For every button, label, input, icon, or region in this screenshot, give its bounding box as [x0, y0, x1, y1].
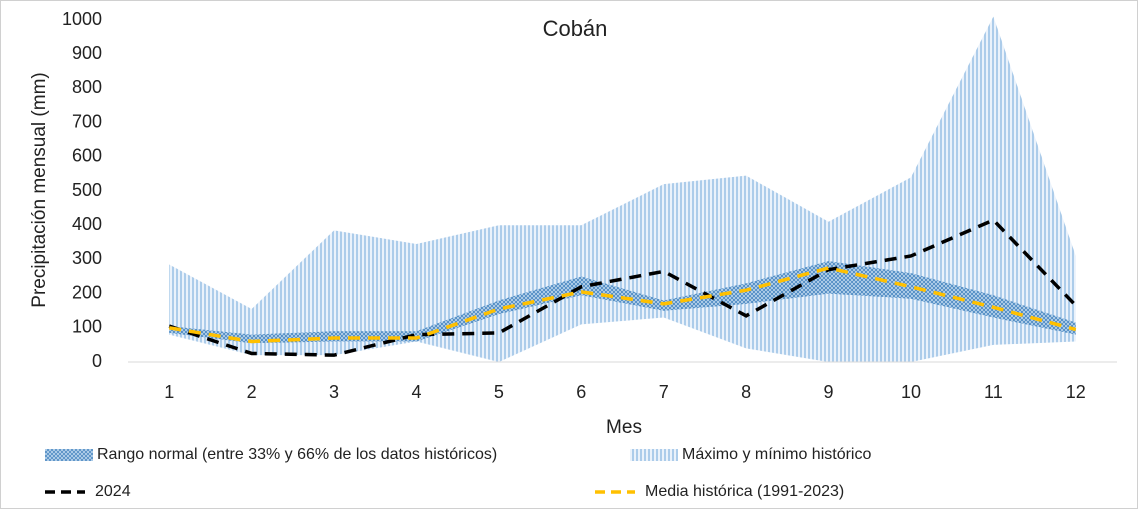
x-tick-label: 10 [901, 382, 921, 402]
legend-swatch [630, 449, 678, 461]
series-line [168, 266, 1077, 344]
x-tick-label: 7 [659, 382, 669, 402]
y-tick-label: 800 [72, 77, 102, 97]
legend-label: Máximo y mínimo histórico [682, 446, 871, 463]
y-tick-label: 300 [72, 248, 102, 268]
range-band [169, 261, 1076, 344]
x-tick-label: 8 [741, 382, 751, 402]
legend-swatch [45, 449, 93, 461]
y-tick-label: 400 [72, 214, 102, 234]
x-tick-label: 3 [329, 382, 339, 402]
y-tick-label: 1000 [62, 9, 102, 29]
chart-title: Cobán [543, 16, 608, 41]
x-tick-label: 4 [411, 382, 421, 402]
y-axis-title: Precipitación mensual (mm) [29, 72, 50, 307]
y-tick-label: 700 [72, 111, 102, 131]
x-tick-label: 11 [984, 382, 1003, 402]
y-tick-label: 0 [92, 351, 102, 371]
x-tick-label: 1 [164, 382, 174, 402]
x-tick-label: 9 [824, 382, 834, 402]
x-tick-label: 5 [494, 382, 504, 402]
x-tick-label: 12 [1066, 382, 1086, 402]
x-tick-label: 2 [247, 382, 257, 402]
y-tick-label: 100 [72, 317, 102, 337]
series-line [168, 217, 1078, 357]
y-tick-label: 900 [72, 43, 102, 63]
y-tick-label: 200 [72, 282, 102, 302]
legend-label: Media histórica (1991-2023) [645, 483, 844, 500]
legend-label: 2024 [95, 483, 131, 500]
x-tick-label: 6 [576, 382, 586, 402]
legend-label: Rango normal (entre 33% y 66% de los dat… [97, 446, 497, 463]
y-tick-label: 500 [72, 180, 102, 200]
y-tick-label: 600 [72, 146, 102, 166]
x-axis-title: Mes [606, 417, 642, 438]
